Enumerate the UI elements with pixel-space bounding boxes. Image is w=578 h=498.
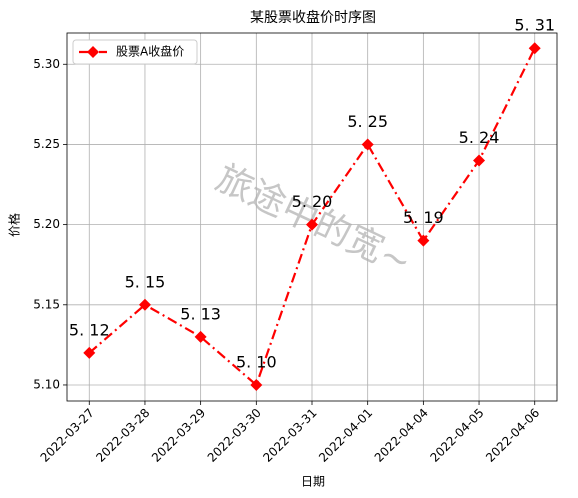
chart-title: 某股票收盘价时序图 [250,9,376,26]
data-label: 5. 13 [180,304,221,323]
x-tick-label: 2022-04-05 [427,406,486,465]
data-point [361,138,374,151]
data-point [306,218,318,231]
data-label: 5. 12 [69,320,110,339]
legend-marker [87,46,99,58]
y-tick-label: 5.20 [33,217,60,231]
data-point [473,154,486,167]
x-tick-label: 2022-04-06 [483,406,542,465]
data-label: 5. 24 [459,128,500,147]
data-label: 5. 19 [403,208,444,227]
y-tick-label: 5.30 [33,57,60,71]
data-point [194,330,207,343]
legend-box [72,39,198,65]
data-point [250,378,263,391]
x-tick-label: 2022-03-28 [93,406,152,465]
x-tick-label: 2022-04-01 [316,406,375,465]
x-tick-label: 2022-03-30 [205,406,264,465]
data-point [417,234,430,247]
data-label: 5. 15 [125,272,166,291]
x-tick-label: 2022-04-04 [372,406,431,465]
y-axis-label: 价格 [7,213,22,237]
y-tick-label: 5.15 [33,297,60,311]
data-label: 5. 20 [292,192,333,211]
x-tick-label: 2022-03-29 [149,406,208,465]
x-tick-label: 2022-03-27 [38,406,97,465]
data-label: 5. 10 [236,352,277,371]
data-point [83,346,96,359]
x-axis-label: 日期 [301,475,325,489]
y-tick-label: 5.25 [33,137,60,151]
data-label: 5. 31 [514,16,555,35]
data-point [138,298,151,311]
y-tick-label: 5.10 [33,377,60,391]
plot-frame [66,32,558,402]
data-point [528,42,541,55]
data-label: 5. 25 [347,112,388,131]
x-tick-label: 2022-03-31 [260,406,319,465]
legend-label: 股票A收盘价 [116,44,184,59]
